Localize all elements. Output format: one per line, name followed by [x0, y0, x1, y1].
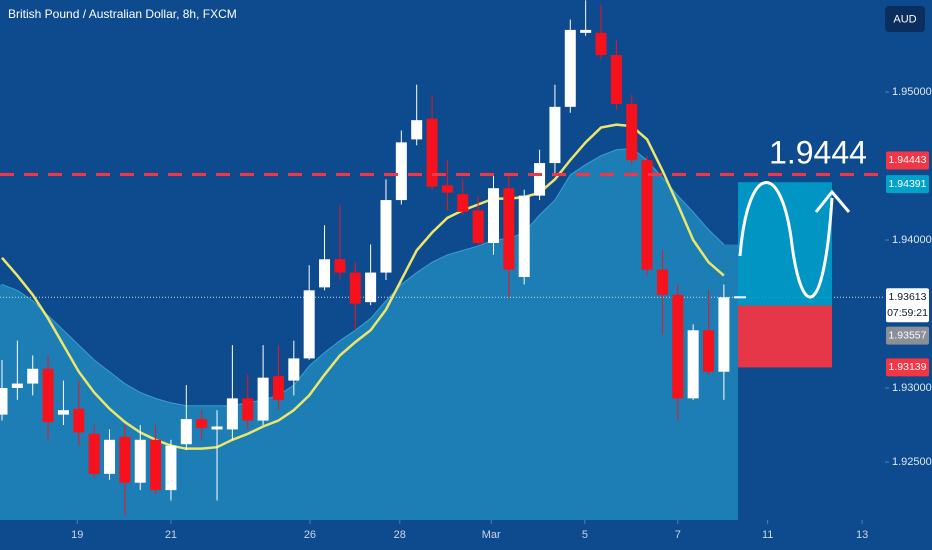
top-layer: 1.95000 1.94000 1.93000 1.92500 19 21 26 28 Mar 5… [0, 86, 932, 541]
price-line-label: 1.94443 [889, 154, 927, 166]
candle-body [441, 185, 453, 193]
candle-body [272, 376, 284, 400]
last-price-label-bg [886, 288, 929, 323]
candle-body [42, 368, 54, 423]
x-tick-label: 11 [762, 529, 773, 541]
candle-body [88, 433, 100, 474]
candle-body [0, 388, 8, 415]
candles-layer [0, 0, 730, 516]
target-label: 1.94391 [889, 178, 927, 190]
candle-body [472, 210, 484, 243]
candle-body [549, 106, 561, 164]
candle-body [672, 294, 684, 399]
candle-body [242, 398, 254, 421]
candle-body [365, 272, 377, 303]
x-tick-label: 7 [675, 529, 681, 541]
entry-label-bg [886, 326, 929, 345]
candle-body [119, 436, 131, 483]
currency-button-bg[interactable] [885, 6, 925, 32]
x-tick-label: Mar [482, 529, 501, 541]
candle-body [303, 290, 315, 359]
candle-body [395, 142, 407, 201]
candle-body [595, 32, 607, 56]
candle-body [134, 439, 146, 483]
chart-title: British Pound / Australian Dollar, 8h, F… [8, 7, 237, 21]
candle-body [518, 195, 530, 278]
candle-body [641, 160, 653, 270]
candle-body [165, 445, 177, 491]
x-tick-label: 26 [304, 529, 316, 541]
candle-body [180, 419, 192, 445]
stop-label: 1.93139 [889, 361, 927, 373]
y-tick-label: 1.92500 [892, 456, 932, 468]
candle-body [718, 297, 730, 372]
candle-body [73, 408, 85, 433]
candle-body [503, 188, 515, 270]
candle-body [11, 383, 23, 389]
candle-body [288, 358, 300, 381]
entry-label: 1.93557 [889, 329, 927, 341]
candle-body [211, 426, 223, 430]
candle-body [104, 439, 116, 474]
x-tick-label: 13 [856, 529, 868, 541]
annotation: 1.9444 [769, 134, 867, 170]
candle-body [57, 410, 69, 415]
candle-body [334, 259, 346, 273]
candle-body [703, 330, 715, 372]
stop-zone [738, 305, 832, 368]
candle-body [626, 103, 638, 161]
candle-body [580, 29, 592, 33]
projection-arrowhead [814, 189, 851, 213]
candle-body [319, 259, 331, 288]
price-line-label-bg [886, 151, 929, 170]
x-tick-label: 21 [165, 529, 177, 541]
currency-button[interactable]: AUD [893, 13, 916, 25]
moving-average [1, 123, 725, 450]
y-tick-label: 1.95000 [892, 86, 932, 98]
last-price-label: 1.93613 [889, 291, 927, 303]
lines-layer [0, 123, 885, 450]
candle-body [687, 330, 699, 399]
candle-body [534, 163, 546, 196]
x-tick-label: 5 [582, 529, 588, 541]
candle-body [564, 29, 576, 107]
candle-body [656, 269, 668, 295]
candle-body [457, 194, 469, 212]
y-tick-label: 1.94000 [892, 234, 932, 246]
stop-label-bg [886, 358, 929, 377]
candle-body [196, 419, 208, 428]
band-edge [1, 147, 725, 407]
y-tick-label: 1.93000 [892, 382, 932, 394]
x-tick-label: 19 [71, 529, 83, 541]
countdown-label: 07:59:21 [887, 307, 928, 319]
candle-body [257, 377, 269, 421]
candle-body [150, 439, 162, 491]
candle-body [380, 200, 392, 273]
candle-body [411, 120, 423, 140]
target-label-bg [886, 175, 929, 194]
target-zone [738, 182, 832, 306]
candle-body [349, 272, 361, 304]
candle-body [487, 188, 499, 243]
projection-curve [738, 181, 834, 299]
candle-body [610, 55, 622, 104]
x-tick-label: 28 [394, 529, 406, 541]
candle-body [27, 368, 39, 384]
candle-body [426, 118, 438, 187]
candle-body [226, 398, 238, 430]
